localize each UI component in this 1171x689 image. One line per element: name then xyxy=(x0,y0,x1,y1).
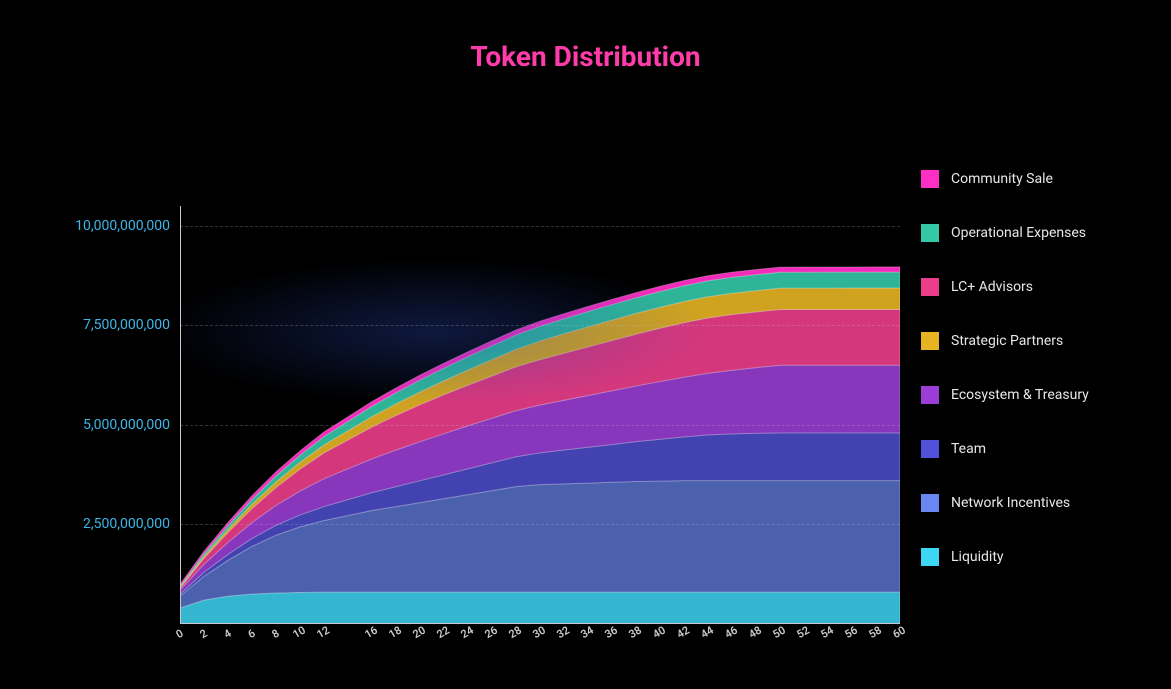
x-tick-label: 4 xyxy=(222,627,234,641)
gridline xyxy=(180,325,900,326)
x-tick-label: 60 xyxy=(890,624,907,642)
legend-item: Liquidity xyxy=(921,548,1121,566)
legend-item: Strategic Partners xyxy=(921,332,1121,350)
token-distribution-chart: 2,500,000,000 5,000,000,000 7,500,000,000 1… xyxy=(50,190,900,640)
legend-swatch xyxy=(921,332,939,350)
legend-swatch xyxy=(921,494,939,512)
legend-label: Operational Expenses xyxy=(951,225,1086,241)
x-tick-label: 56 xyxy=(842,624,859,642)
plot-area: 2,500,000,0005,000,000,0007,500,000,0001… xyxy=(180,206,900,624)
y-tick-label: 5,000,000,000 xyxy=(50,417,170,433)
x-tick-label: 20 xyxy=(410,624,427,642)
legend-label: Network Incentives xyxy=(951,495,1070,511)
x-tick-label: 32 xyxy=(554,624,571,642)
legend-label: Strategic Partners xyxy=(951,333,1063,349)
x-tick-label: 48 xyxy=(746,624,763,642)
x-tick-label: 22 xyxy=(434,624,451,642)
legend-swatch xyxy=(921,278,939,296)
x-tick-label: 46 xyxy=(722,624,739,642)
legend-item: Network Incentives xyxy=(921,494,1121,512)
x-tick-label: 8 xyxy=(270,627,282,641)
x-tick-label: 30 xyxy=(530,624,547,642)
legend-label: Team xyxy=(951,441,986,457)
x-tick-label: 58 xyxy=(866,624,883,642)
legend-item: Operational Expenses xyxy=(921,224,1121,242)
x-tick-label: 10 xyxy=(290,624,307,642)
gridline xyxy=(180,524,900,525)
x-tick-label: 12 xyxy=(314,624,331,642)
legend-swatch xyxy=(921,440,939,458)
legend-swatch xyxy=(921,386,939,404)
x-tick-label: 24 xyxy=(458,624,475,642)
x-tick-label: 38 xyxy=(626,624,643,642)
y-tick-label: 10,000,000,000 xyxy=(50,218,170,234)
x-tick-label: 28 xyxy=(506,624,523,642)
x-tick-label: 44 xyxy=(698,624,715,642)
x-tick-label: 34 xyxy=(578,624,595,642)
x-tick-label: 42 xyxy=(674,624,691,642)
legend-item: Team xyxy=(921,440,1121,458)
page-title: Token Distribution xyxy=(0,0,1171,73)
x-tick-label: 50 xyxy=(770,624,787,642)
x-tick-label: 40 xyxy=(650,624,667,642)
legend-label: LC+ Advisors xyxy=(951,279,1033,295)
x-tick-label: 52 xyxy=(794,624,811,642)
chart-legend: Community Sale Operational Expenses LC+ Ad… xyxy=(921,170,1121,602)
area-series xyxy=(180,592,900,624)
x-tick-label: 2 xyxy=(198,627,210,641)
x-tick-label: 54 xyxy=(818,624,835,642)
gridline xyxy=(180,425,900,426)
legend-swatch xyxy=(921,170,939,188)
y-axis-line xyxy=(180,206,181,624)
legend-item: Ecosystem & Treasury xyxy=(921,386,1121,404)
x-tick-label: 26 xyxy=(482,624,499,642)
x-tick-label: 16 xyxy=(362,624,379,642)
chart-svg xyxy=(180,206,900,624)
legend-swatch xyxy=(921,224,939,242)
y-tick-label: 2,500,000,000 xyxy=(50,516,170,532)
y-tick-label: 7,500,000,000 xyxy=(50,317,170,333)
legend-label: Liquidity xyxy=(951,549,1004,565)
x-tick-label: 6 xyxy=(246,627,258,641)
gridline xyxy=(180,226,900,227)
legend-label: Community Sale xyxy=(951,171,1053,187)
x-tick-label: 36 xyxy=(602,624,619,642)
legend-swatch xyxy=(921,548,939,566)
x-tick-label: 0 xyxy=(174,627,186,641)
legend-item: LC+ Advisors xyxy=(921,278,1121,296)
x-tick-label: 18 xyxy=(386,624,403,642)
legend-label: Ecosystem & Treasury xyxy=(951,387,1089,403)
legend-item: Community Sale xyxy=(921,170,1121,188)
